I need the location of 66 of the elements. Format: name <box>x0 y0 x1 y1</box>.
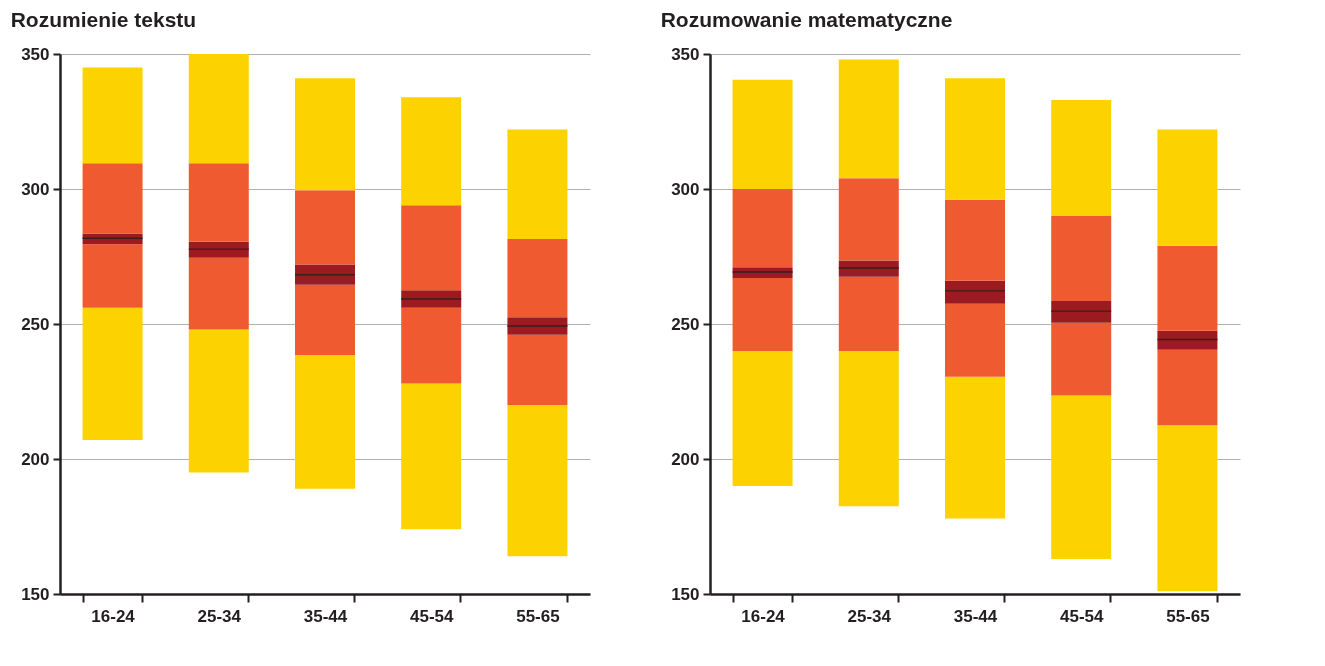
bar <box>295 264 355 285</box>
bar <box>188 257 249 330</box>
bar <box>507 129 568 239</box>
bar <box>838 59 899 179</box>
bar <box>188 329 249 473</box>
bar <box>945 280 1005 304</box>
x-tick-label: 55-65 <box>1166 606 1210 626</box>
x-tick-label: 55-65 <box>516 606 560 626</box>
bar <box>401 307 462 384</box>
x-tick-label: 25-34 <box>197 606 242 626</box>
bar <box>507 405 568 557</box>
y-tick-label: 150 <box>671 584 700 604</box>
bar <box>295 355 355 489</box>
bar <box>945 78 1005 200</box>
y-tick-label: 300 <box>671 179 700 199</box>
y-tick-label: 350 <box>671 44 700 64</box>
y-tick-label: 300 <box>21 179 50 199</box>
bar <box>732 79 793 189</box>
bar <box>188 163 249 242</box>
bar <box>732 351 793 486</box>
bar <box>945 303 1005 377</box>
y-tick-label: 200 <box>21 449 50 469</box>
bar <box>82 67 143 164</box>
x-tick-label: 25-34 <box>847 606 892 626</box>
bar <box>507 334 568 405</box>
bar <box>1157 425 1218 592</box>
bar <box>82 307 143 441</box>
y-tick-label: 150 <box>21 584 50 604</box>
bar <box>401 205 462 291</box>
bar <box>945 376 1005 519</box>
y-tick-label: 250 <box>671 314 700 334</box>
bar <box>401 383 462 530</box>
y-tick-label: 250 <box>21 314 50 334</box>
bar <box>188 54 249 164</box>
bar <box>732 189 793 268</box>
chart-title: Rozumowanie matematyczne <box>660 8 953 31</box>
bar <box>1051 322 1112 396</box>
bar <box>401 97 462 206</box>
bar <box>1051 216 1112 302</box>
bar <box>1157 245 1218 331</box>
chart-title: Rozumienie tekstu <box>10 8 197 31</box>
y-tick-label: 200 <box>671 449 700 469</box>
bar <box>1157 330 1218 350</box>
x-tick-label: 45-54 <box>409 606 454 626</box>
bar <box>1157 129 1218 246</box>
bar <box>1051 395 1112 559</box>
y-tick-label: 350 <box>21 44 50 64</box>
bar <box>295 284 355 356</box>
bar <box>507 238 568 318</box>
bar <box>838 351 899 507</box>
bar <box>295 190 355 265</box>
x-tick-label: 35-44 <box>303 606 348 626</box>
bar <box>1051 99 1112 216</box>
bar <box>82 163 143 234</box>
x-tick-label: 35-44 <box>953 606 998 626</box>
x-tick-label: 16-24 <box>91 606 136 626</box>
x-tick-label: 16-24 <box>741 606 786 626</box>
x-tick-label: 45-54 <box>1059 606 1104 626</box>
bar <box>732 278 793 351</box>
bar <box>1157 349 1218 426</box>
bar <box>838 178 899 261</box>
bar <box>295 78 355 191</box>
bar <box>1051 301 1112 323</box>
bar <box>838 276 899 351</box>
bar <box>82 244 143 308</box>
bar <box>945 199 1005 281</box>
